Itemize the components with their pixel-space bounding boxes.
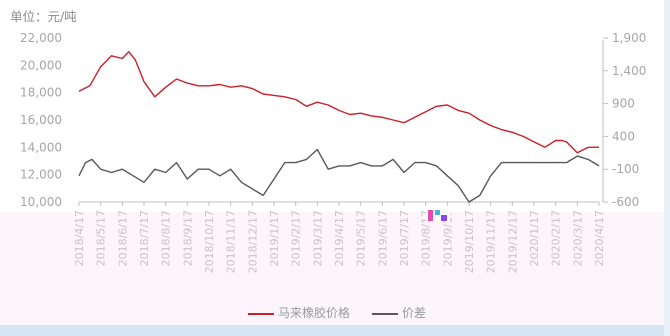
unit-label: 单位：元/吨 (10, 9, 77, 24)
right-tick-label: 400 (612, 129, 635, 143)
x-tick-label: 2019/12/17 (506, 210, 519, 273)
legend: 马来橡胶价格 价差 (0, 304, 670, 320)
right-tick-label: 900 (612, 97, 635, 111)
left-tick-label: 14,000 (20, 140, 62, 154)
x-tick-label: 2019/7/17 (398, 210, 411, 266)
legend-spread-swatch (372, 312, 398, 315)
x-tick-label: 2018/5/17 (95, 210, 108, 266)
x-axis-tick-marks (78, 202, 600, 206)
legend-price-swatch (248, 312, 274, 315)
x-tick-label: 2019/11/17 (485, 210, 498, 273)
x-tick-label: 2020/1/17 (528, 210, 541, 266)
left-axis: 22,000 20,000 18,000 16,000 14,000 12,000 10,0… (20, 31, 62, 209)
left-tick-label: 20,000 (20, 58, 62, 72)
left-tick-label: 10,000 (20, 195, 62, 209)
right-tick-label: -100 (612, 162, 639, 176)
x-tick-label: 2019/3/17 (311, 210, 324, 266)
bottom-bar (0, 325, 670, 336)
x-tick-label: 2018/7/17 (138, 210, 151, 266)
right-tick-label: 1,400 (612, 64, 646, 78)
x-tick-label: 2018/6/17 (116, 210, 129, 266)
x-tick-label: 2020/3/17 (571, 210, 584, 266)
x-tick-label: 2018/11/17 (225, 210, 238, 273)
left-tick-label: 16,000 (20, 113, 62, 127)
right-tick-label: 1,900 (612, 31, 646, 45)
legend-spread-label: 价差 (402, 306, 427, 320)
x-tick-label: 2018/4/17 (73, 210, 86, 266)
x-tick-label: 2018/12/17 (246, 210, 259, 273)
legend-item-spread: 价差 (372, 304, 426, 321)
x-tick-label: 2019/1/17 (268, 210, 281, 266)
x-tick-label: 2019/6/17 (376, 210, 389, 266)
x-axis-labels: 2018/4/17 2018/5/17 2018/6/17 2018/7/17 2018… (73, 210, 606, 273)
left-tick-label: 22,000 (20, 31, 62, 45)
spread-series-line (78, 148, 600, 203)
x-tick-label: 2018/10/17 (203, 210, 216, 273)
highlight-marker (426, 209, 450, 221)
legend-item-price: 马来橡胶价格 (248, 304, 350, 321)
x-tick-label: 2019/4/17 (333, 210, 346, 266)
right-tick-label: -600 (612, 195, 639, 209)
left-tick-label: 18,000 (20, 86, 62, 100)
x-tick-label: 2020/2/17 (550, 210, 563, 266)
left-tick-label: 12,000 (20, 168, 62, 182)
x-tick-label: 2019/10/17 (463, 210, 476, 273)
series-layer (78, 51, 600, 203)
right-axis: 1,900 1,400 900 400 -100 -600 (602, 31, 646, 209)
right-edge-strip (664, 0, 670, 336)
legend-price-label: 马来橡胶价格 (278, 306, 351, 320)
price-series-line (78, 51, 599, 154)
x-tick-label: 2019/8/17 (420, 210, 433, 266)
x-tick-label: 2019/2/17 (290, 210, 303, 266)
lower-background-band (0, 212, 670, 325)
x-tick-label: 2018/8/17 (160, 210, 173, 266)
x-tick-label: 2019/9/17 (441, 210, 454, 266)
x-tick-label: 2019/5/17 (355, 210, 368, 266)
x-tick-label: 2018/9/17 (181, 210, 194, 266)
x-tick-label: 2020/4/17 (593, 210, 606, 266)
